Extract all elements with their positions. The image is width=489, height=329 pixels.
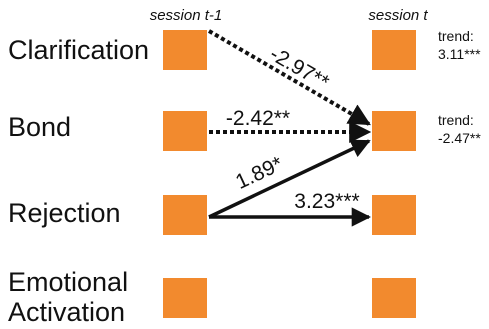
box-bond-t xyxy=(372,111,416,151)
box-rejection-t xyxy=(372,195,416,235)
row-label-emotional-activation-line-1: Emotional xyxy=(8,267,128,297)
edge-label-rejection-to-rejection: 3.23*** xyxy=(294,190,359,213)
column-header-session-t: session t xyxy=(368,7,428,24)
column-header-session-t-minus-1: session t-1 xyxy=(150,7,223,24)
row-label-rejection: Rejection xyxy=(8,198,121,228)
box-rejection-t-minus-1 xyxy=(163,195,207,235)
box-bond-t-minus-1 xyxy=(163,111,207,151)
box-clarification-t-minus-1 xyxy=(163,30,207,70)
box-emotional-activation-t xyxy=(372,278,416,318)
edge-label-clarification-to-bond: -2.97** xyxy=(266,42,333,94)
trend-heading-bond: trend: xyxy=(438,112,474,128)
trend-heading-clarification: trend: xyxy=(438,28,474,44)
trend-value-bond: -2.47** xyxy=(438,130,481,146)
arrow-clarification-to-bond xyxy=(207,29,371,126)
box-emotional-activation-t-minus-1 xyxy=(163,278,207,318)
arrow-rejection-to-bond xyxy=(208,139,371,219)
row-label-clarification: Clarification xyxy=(8,35,149,65)
row-label-bond: Bond xyxy=(8,112,71,142)
row-label-emotional-activation-line-2: Activation xyxy=(8,297,125,327)
trend-value-clarification: 3.11*** xyxy=(438,46,481,62)
edge-label-bond-to-bond: -2.42** xyxy=(226,107,290,130)
edge-label-rejection-to-bond: 1.89* xyxy=(232,152,286,194)
box-clarification-t xyxy=(372,30,416,70)
